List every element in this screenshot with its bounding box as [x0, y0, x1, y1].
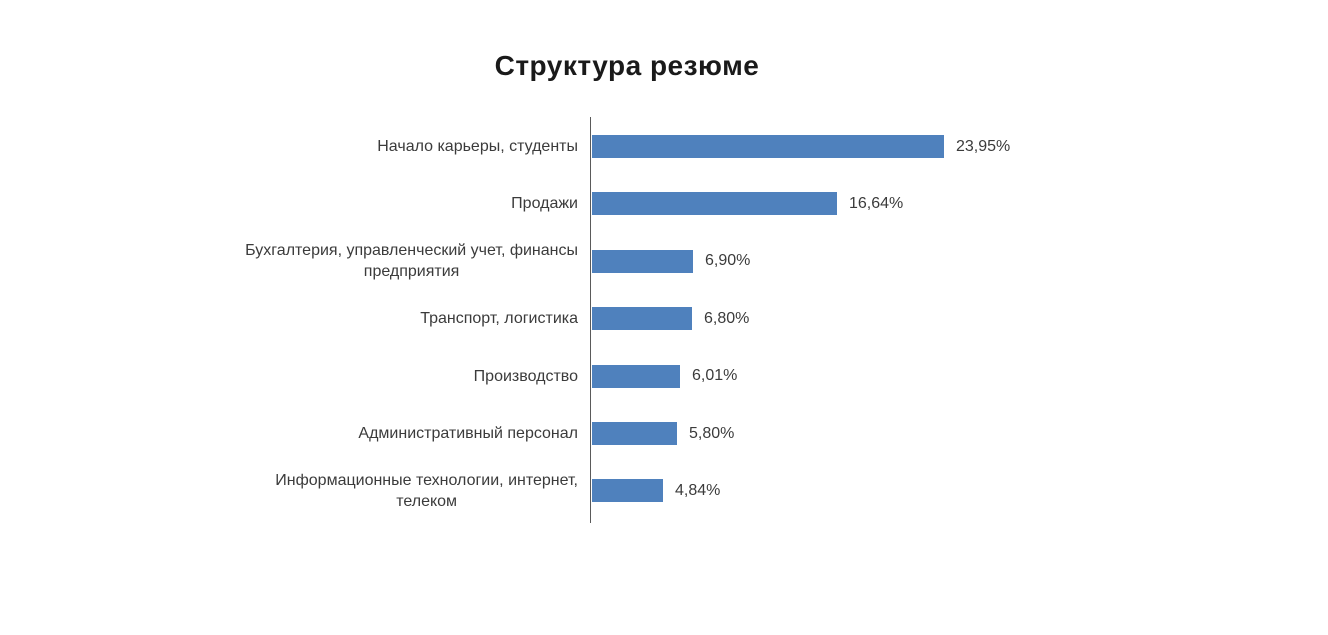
category-label: Производство [0, 366, 590, 387]
value-label: 23,95% [956, 137, 1011, 155]
category-label-text: Информационные технологии, интернет, тел… [275, 471, 578, 510]
data-bar [592, 192, 837, 216]
category-label-text: Административный персонал [358, 425, 578, 442]
chart-row: Начало карьеры, студенты 23,95% [0, 118, 1328, 175]
chart-rows: Начало карьеры, студенты 23,95% Продажи 16,… [0, 118, 1328, 522]
category-axis-line [590, 117, 591, 523]
value-label: 6,01% [692, 367, 738, 385]
data-bar [592, 135, 944, 158]
category-label: Бухгалтерия, управленческий учет, финанс… [0, 240, 590, 282]
category-label-text: Бухгалтерия, управленческий учет, финанс… [245, 242, 578, 281]
category-label-text: Продажи [511, 195, 578, 213]
value-label: 6,80% [704, 309, 750, 327]
chart-row: Производство 6,01% [0, 348, 1328, 405]
category-label-text: Начало карьеры, студенты [377, 138, 578, 155]
chart-title: Структура резюме [494, 50, 760, 81]
category-label: Транспорт, логистика [0, 308, 590, 329]
category-label-text: Транспорт, логистика [420, 310, 578, 328]
category-label: Административный персонал [0, 423, 590, 444]
chart-row: Административный персонал 5,80% [0, 405, 1328, 462]
data-bar [592, 249, 693, 273]
chart-row: Бухгалтерия, управленческий учет, финанс… [0, 233, 1328, 290]
value-label: 4,84% [675, 481, 721, 499]
chart-row: Информационные технологии, интернет, тел… [0, 462, 1328, 519]
data-bar [592, 307, 692, 331]
value-label: 6,90% [705, 252, 751, 270]
data-bar [592, 479, 663, 503]
value-label: 16,64% [849, 194, 904, 212]
chart-row: Продажи 16,64% [0, 175, 1328, 232]
category-label: Продажи [0, 193, 590, 214]
data-bar [592, 422, 677, 445]
data-bar [592, 364, 680, 388]
category-label: Информационные технологии, интернет, тел… [0, 470, 590, 512]
chart-row: Транспорт, логистика 6,80% [0, 290, 1328, 347]
category-label-text: Производство [473, 367, 578, 385]
value-label: 5,80% [689, 424, 735, 442]
category-label: Начало карьеры, студенты [0, 136, 590, 157]
